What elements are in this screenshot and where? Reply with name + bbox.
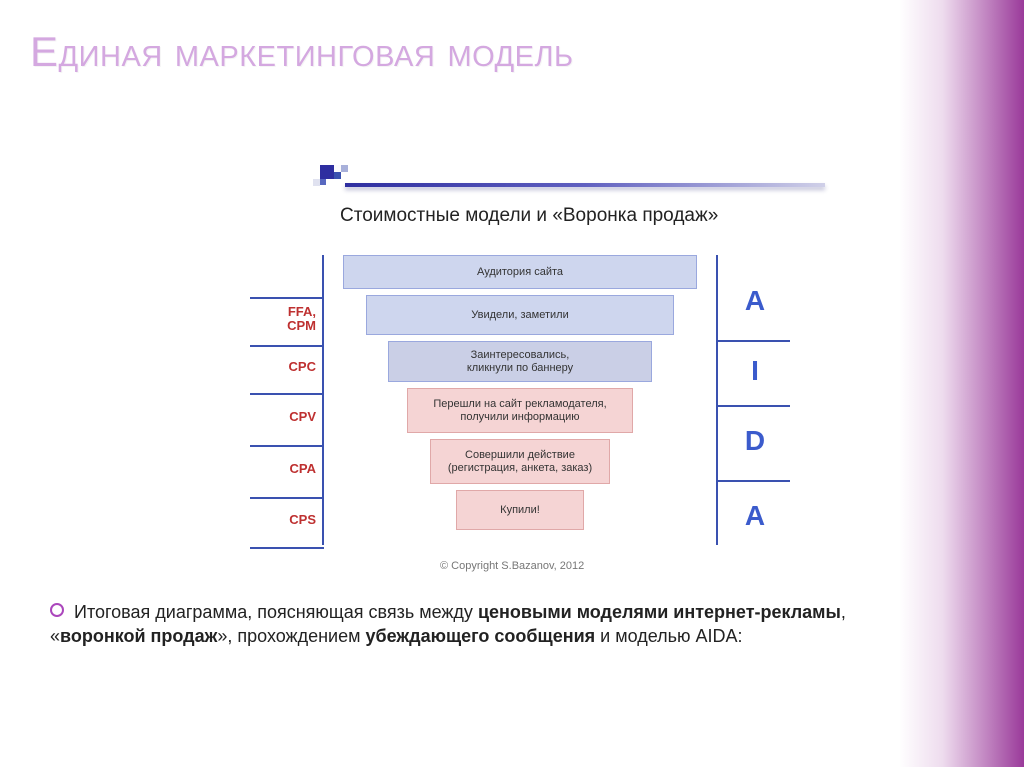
funnel-wrap: Аудитория сайта Увидели, заметили Заинтере… [250,255,790,555]
left-price-label: CPC [250,343,316,391]
left-price-label: CPV [250,391,316,443]
aida-letter: D [730,425,780,457]
bullet-bold: ценовыми моделями интернет-рекламы [478,602,841,622]
funnel-stage: Аудитория сайта [343,255,696,289]
left-price-label: CPA [250,443,316,495]
left-price-label: FFA, CPM [250,295,316,343]
decor-square [334,172,341,179]
right-separator [718,405,790,407]
funnel-stages: Аудитория сайта Увидели, заметили Заинтере… [332,255,708,536]
diagram-subtitle: Стоимостные модели и «Воронка продаж» [340,205,718,227]
decor-square [320,165,334,179]
right-rail [716,255,718,545]
decor-square [320,179,326,185]
header-rule [345,183,825,187]
right-separator [718,480,790,482]
slide-title: Единая маркетинговая модель [30,28,574,76]
bullet-paragraph: Итоговая диаграмма, поясняющая связь меж… [50,600,870,649]
funnel-stage: Совершили действие (регистрация, анкета,… [430,439,610,484]
funnel-stage: Увидели, заметили [366,295,674,335]
funnel-stage: Заинтересовались, кликнули по баннеру [388,341,651,382]
bullet-bold: воронкой продаж [60,626,217,646]
aida-letter: I [730,355,780,387]
left-price-label [250,255,316,295]
bullet-icon [50,603,64,617]
funnel-stage: Купили! [456,490,584,530]
slide-right-gradient [899,0,1024,767]
bullet-bold: убеждающего сообщения [365,626,595,646]
funnel-stage: Перешли на сайт рекламодателя, получили … [407,388,633,433]
aida-letter: A [730,285,780,317]
decor-square [341,165,348,172]
decor-square [313,179,320,186]
diagram-copyright: © Copyright S.Bazanov, 2012 [440,560,584,572]
left-price-label: CPS [250,495,316,545]
decor-square [334,165,341,172]
bullet-text: Итоговая диаграмма, поясняющая связь меж… [74,602,478,622]
aida-letter: A [730,500,780,532]
right-separator [718,340,790,342]
